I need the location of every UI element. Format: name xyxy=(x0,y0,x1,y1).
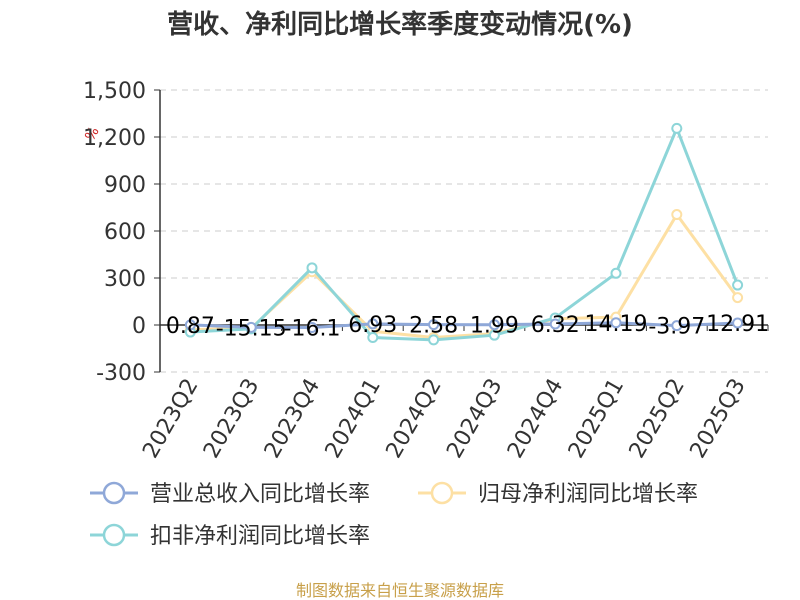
x-tick-label: 2024Q4 xyxy=(503,375,568,463)
data-point xyxy=(732,292,744,304)
y-axis-ticks: -300 0 300 600 900 1,200 1,500 xyxy=(83,79,160,386)
y-tick-label: 1,500 xyxy=(83,79,146,104)
data-point xyxy=(428,334,440,346)
data-point xyxy=(184,319,196,331)
data-label: 1.99 xyxy=(470,314,519,339)
legend-label: 扣非净利润同比增长率 xyxy=(150,524,370,549)
legend-label: 营业总收入同比增长率 xyxy=(150,482,370,507)
data-point xyxy=(732,317,744,329)
legend-label: 归母净利润同比增长率 xyxy=(478,482,698,507)
data-label: 2.58 xyxy=(409,314,458,339)
data-point xyxy=(671,209,683,221)
data-label: 6.93 xyxy=(348,313,397,338)
legend-marker xyxy=(430,481,454,505)
x-tick-label: 2025Q3 xyxy=(685,375,750,463)
x-tick-label: 2023Q3 xyxy=(199,375,264,463)
data-point xyxy=(549,318,561,330)
data-point xyxy=(306,322,318,334)
y-tick-label: 0 xyxy=(132,314,146,339)
x-tick-label: 2023Q4 xyxy=(260,375,325,463)
data-label: 14.19 xyxy=(585,312,648,337)
x-tick-label: 2024Q3 xyxy=(442,375,507,463)
data-point xyxy=(245,321,257,333)
data-point xyxy=(367,318,379,330)
legend-marker xyxy=(102,523,126,547)
data-point xyxy=(671,320,683,332)
y-tick-label: -300 xyxy=(96,361,146,386)
data-label: -16.1 xyxy=(284,317,341,342)
series-line xyxy=(190,321,738,330)
data-point xyxy=(610,267,622,279)
data-point xyxy=(671,122,683,134)
source-note: 制图数据来自恒生聚源数据库 xyxy=(296,581,504,600)
data-point xyxy=(367,332,379,344)
data-label: 0.87 xyxy=(166,314,215,339)
x-axis-ticks: 2023Q22023Q32023Q42024Q12024Q22024Q32024… xyxy=(138,325,769,463)
data-label: 12.91 xyxy=(706,312,769,337)
legend-marker xyxy=(102,481,126,505)
data-point xyxy=(488,319,500,331)
x-tick-label: 2025Q1 xyxy=(564,375,629,463)
x-tick-label: 2023Q2 xyxy=(138,375,203,463)
data-label: -15.15 xyxy=(216,316,287,341)
series-line xyxy=(190,126,739,342)
chart-title: 营收、净利同比增长率季度变动情况(%) xyxy=(167,9,633,40)
series-lines xyxy=(184,122,744,346)
x-tick-label: 2024Q2 xyxy=(381,374,446,462)
x-tick-label: 2024Q1 xyxy=(321,375,386,463)
data-point xyxy=(732,279,744,291)
data-point xyxy=(610,317,622,329)
data-point xyxy=(428,319,440,331)
y-tick-label: 300 xyxy=(104,267,146,292)
data-labels: 0.87 -15.15-16.1 6.93 2.58 1.99 6.32 14.19 -3.9… xyxy=(166,312,769,342)
y-tick-label: 600 xyxy=(104,220,146,245)
data-label: -3.97 xyxy=(648,315,705,340)
data-point xyxy=(488,329,500,341)
y-tick-label: 900 xyxy=(104,173,146,198)
x-tick-label: 2025Q2 xyxy=(625,375,690,463)
y-tick-label: 1,200 xyxy=(83,126,146,151)
data-label: 6.32 xyxy=(531,313,580,338)
data-point xyxy=(306,262,318,274)
